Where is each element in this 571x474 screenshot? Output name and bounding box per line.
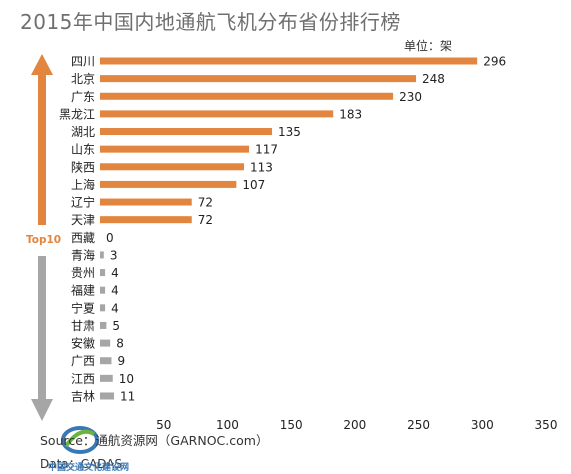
data-label: 135 [278,125,301,139]
data-label: 183 [339,107,362,121]
category-label: 青海 [71,247,95,262]
category-label: 广东 [71,90,95,104]
bar [100,286,106,294]
bar [100,321,107,329]
data-label: 72 [198,196,213,210]
bar [100,251,104,259]
data-label: 117 [255,143,278,157]
watermark-text: 中国交通文化建设网 [48,463,130,473]
data-label: 230 [399,90,422,104]
category-label: 福建 [71,283,95,298]
bar [100,374,113,382]
category-label: 黑龙江 [59,107,95,121]
category-label: 贵州 [71,266,95,280]
data-label: 3 [110,248,118,262]
data-label: 11 [120,389,135,403]
bar [100,304,106,312]
data-label: 296 [483,55,506,69]
top-arrow-shaft [38,75,46,225]
category-label: 广西 [71,354,95,368]
data-label: 10 [119,372,134,386]
bar [100,57,478,65]
watermark-logo [61,426,99,454]
bar [100,75,417,83]
data-label: 8 [116,337,124,351]
data-label: 72 [198,213,213,227]
data-label: 4 [111,284,119,298]
category-label: 江西 [71,372,95,386]
data-label: 5 [112,319,120,333]
x-tick-label: 50 [156,418,171,432]
bar [100,198,192,206]
bar [100,163,244,171]
x-tick-label: 250 [407,418,430,432]
data-label: 0 [106,231,114,245]
x-axis-ticks: 50 100 150 200 250 300 350 [156,418,557,432]
data-label: 4 [111,301,119,315]
rest-arrow-head [31,399,53,421]
bar [100,392,115,400]
x-tick-label: 200 [343,418,366,432]
data-label: 107 [242,178,265,192]
category-label: 湖北 [71,124,95,139]
data-label: 113 [250,160,273,174]
x-tick-label: 100 [216,418,239,432]
data-label: 4 [111,266,119,280]
category-label: 四川 [71,55,95,69]
rest-arrow-shaft [38,256,46,399]
data-label: 248 [422,72,445,86]
bar [100,269,106,277]
unit-label: 单位：架 [404,39,453,53]
data-note: Data：CADAS [40,457,123,471]
bar [100,216,192,224]
bar [100,145,250,153]
rank-arrows: Top10 [26,54,61,421]
top10-label: Top10 [26,234,61,246]
bar [100,339,111,347]
category-label: 吉林 [71,389,95,403]
bar [100,357,112,365]
category-label: 天津 [71,213,95,227]
category-label: 山东 [71,143,95,157]
category-label: 西藏 [71,231,95,245]
bar [100,128,273,136]
category-label: 安徽 [71,336,95,351]
category-label: 辽宁 [71,195,95,210]
chart-title: 2015年中国内地通航飞机分布省份排行榜 [20,10,401,34]
top-arrow-head [31,54,53,75]
bar [100,92,394,100]
x-tick-label: 350 [535,418,558,432]
data-label: 9 [117,354,125,368]
category-label: 陕西 [71,159,95,174]
category-label: 宁夏 [71,300,95,315]
bar [100,180,237,188]
x-tick-label: 150 [280,418,303,432]
bar [100,110,334,118]
category-label: 北京 [71,72,95,86]
source-note: Source：通航资源网（GARNOC.com） [40,433,269,448]
category-label: 上海 [71,177,95,192]
category-label: 甘肃 [71,319,95,333]
x-tick-label: 300 [471,418,494,432]
